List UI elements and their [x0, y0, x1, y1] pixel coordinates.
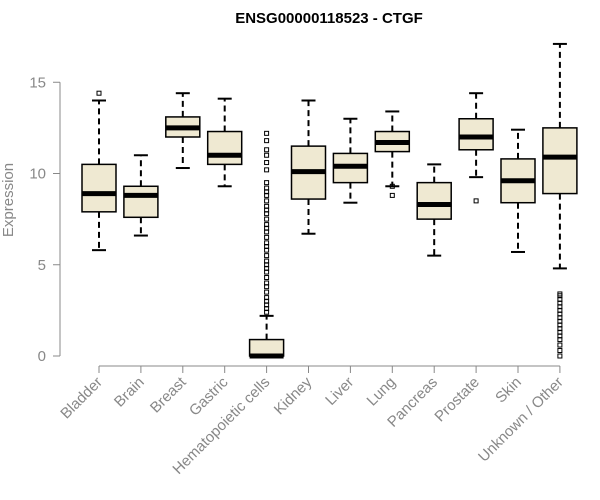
outlier-point [264, 147, 270, 153]
outlier-point [557, 348, 563, 354]
plot-area: 0 5 10 15 Bladder Brain BreastGastricHematopoi… [29, 42, 578, 478]
outlier-point [264, 198, 270, 204]
box-group: Hematopoietic cells [169, 130, 285, 478]
box-group: Unknown / Other [475, 42, 578, 465]
outlier-point [264, 280, 270, 286]
outlier-point [557, 342, 563, 348]
outlier-point [264, 258, 270, 264]
outlier-point [557, 353, 563, 359]
x-tick-label: Prostate [431, 374, 483, 426]
box-group: Breast [147, 92, 201, 416]
box [206, 130, 243, 166]
box [416, 181, 452, 220]
outlier-point [264, 138, 270, 144]
x-tick-label: Kidney [271, 373, 316, 418]
y-tick-label: 0 [38, 348, 46, 365]
box-group: Lung [364, 110, 411, 410]
x-tick-label: Breast [147, 373, 190, 416]
x-tick-label: Brain [111, 374, 148, 411]
outlier-point [264, 222, 270, 228]
outlier-point [264, 216, 270, 222]
outlier-point [264, 289, 270, 295]
outlier-point [264, 180, 270, 186]
x-tick-label: Skin [492, 374, 525, 407]
x-tick-label: Lung [364, 374, 400, 410]
box-group: Kidney [271, 99, 327, 418]
outlier-point [264, 185, 270, 191]
box-group: Skin [492, 128, 536, 407]
outlier-point [264, 295, 270, 301]
y-tick-label: 15 [29, 74, 46, 91]
outlier-point [264, 203, 270, 209]
outlier-point [264, 275, 270, 281]
outlier-point [264, 152, 270, 158]
y-axis-title: Expression [0, 163, 17, 237]
outlier-point [473, 198, 479, 204]
x-tick-label: Bladder [57, 374, 106, 423]
y-tick-label: 5 [38, 257, 46, 274]
chart-title: ENSG00000118523 - CTGF [235, 10, 423, 27]
outlier-point [264, 167, 270, 173]
box [123, 185, 159, 219]
box [458, 118, 494, 151]
outlier-point [264, 160, 270, 166]
box [542, 127, 578, 195]
x-tick-label: Liver [322, 374, 357, 409]
outlier-point [264, 234, 270, 240]
outlier-point [264, 253, 270, 259]
box-group: Brain [111, 154, 159, 411]
box-group: Gastric [186, 97, 243, 419]
y-tick-label: 10 [29, 166, 46, 183]
box-group: Bladder [57, 90, 117, 423]
box [81, 163, 117, 213]
outlier-point [389, 183, 395, 189]
outlier-point [557, 291, 563, 297]
outlier-point [264, 240, 270, 246]
outlier-point [96, 90, 102, 96]
box-group: Prostate [431, 92, 494, 426]
outlier-point [389, 192, 395, 198]
outlier-point [264, 130, 270, 136]
box-group: Liver [322, 117, 369, 409]
